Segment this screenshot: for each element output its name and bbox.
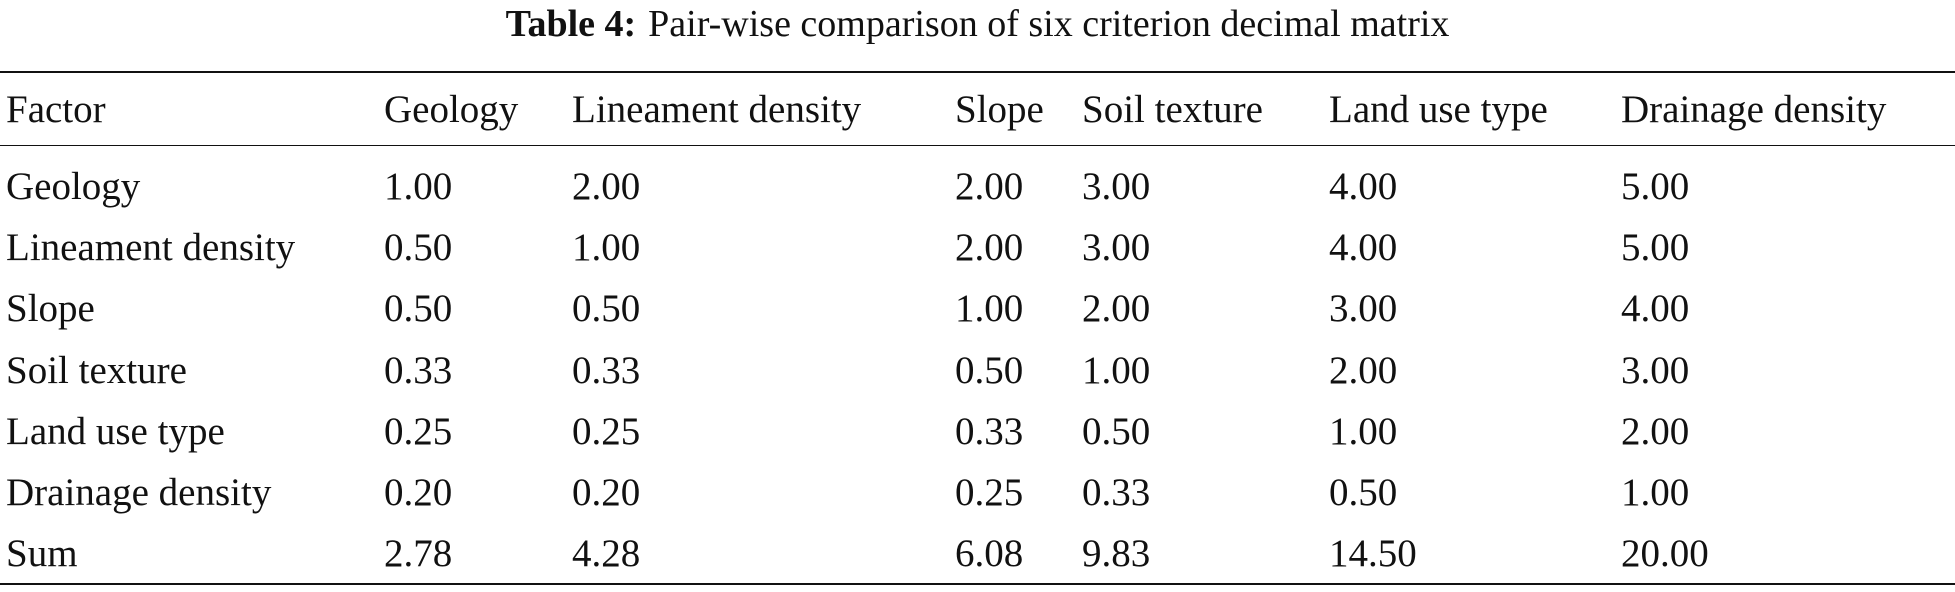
row-label: Sum (6, 532, 78, 576)
caption-text: Pair-wise comparison of six criterion de… (648, 3, 1450, 45)
table-cell: 2.78 (384, 532, 453, 576)
top-rule (0, 71, 1955, 73)
table-cell: 1.00 (955, 287, 1024, 331)
table-cell: 4.00 (1621, 287, 1690, 331)
table-cell: 20.00 (1621, 532, 1709, 576)
table-cell: 2.00 (572, 165, 641, 208)
row-label: Drainage density (6, 471, 272, 514)
table-cell: 4.00 (1329, 226, 1398, 270)
table-cell: 2.00 (1329, 348, 1398, 392)
table-cell: 5.00 (1621, 165, 1690, 208)
table-cell: 0.50 (572, 287, 641, 331)
table-cell: 3.00 (1329, 287, 1398, 331)
table-cell: 1.00 (1082, 348, 1151, 392)
table-cell: 0.33 (384, 348, 453, 392)
table-cell: 2.00 (1082, 287, 1151, 331)
header-cell: Land use type (1329, 88, 1548, 131)
table-cell: 0.50 (384, 287, 453, 331)
table-cell: 9.83 (1082, 532, 1151, 576)
table-cell: 5.00 (1621, 226, 1690, 270)
table-cell: 3.00 (1621, 348, 1690, 392)
table-cell: 1.00 (384, 165, 453, 208)
row-label: Slope (6, 287, 95, 331)
table-cell: 3.00 (1082, 165, 1151, 208)
table-cell: 1.00 (572, 226, 641, 270)
table-cell: 4.00 (1329, 165, 1398, 208)
table-cell: 0.20 (384, 471, 453, 514)
caption-label: Table 4: (505, 3, 637, 45)
table-cell: 2.00 (1621, 409, 1690, 453)
table-cell: 0.50 (955, 348, 1024, 392)
table-cell: 0.33 (955, 409, 1024, 453)
table-cell: 0.20 (572, 471, 641, 514)
row-label: Soil texture (6, 348, 187, 392)
row-label: Geology (6, 165, 141, 208)
table-cell: 2.00 (955, 226, 1024, 270)
header-cell: Lineament density (572, 88, 862, 131)
table-cell: 0.33 (572, 348, 641, 392)
table-cell: 1.00 (1621, 471, 1690, 514)
table-cell: 0.50 (1082, 409, 1151, 453)
header-cell: Drainage density (1621, 88, 1887, 131)
caption: Table 4: Pair-wise comparison of six crit… (0, 0, 1955, 48)
table-cell: 0.25 (955, 471, 1024, 514)
table-cell: 14.50 (1329, 532, 1417, 576)
bottom-rule (0, 583, 1955, 585)
table-cell: 0.50 (384, 226, 453, 270)
row-label: Lineament density (6, 226, 296, 270)
row-label: Land use type (6, 409, 225, 453)
table-cell: 0.25 (572, 409, 641, 453)
header-cell: Slope (955, 88, 1044, 131)
table-cell: 0.33 (1082, 471, 1151, 514)
table-cell: 4.28 (572, 532, 641, 576)
header-cell: Soil texture (1082, 88, 1263, 131)
table-cell: 6.08 (955, 532, 1024, 576)
header-cell: Geology (384, 88, 519, 131)
header-cell: Factor (6, 88, 106, 131)
table-cell: 0.50 (1329, 471, 1398, 514)
table-cell: 2.00 (955, 165, 1024, 208)
header-rule (0, 145, 1955, 146)
table-cell: 3.00 (1082, 226, 1151, 270)
table-cell: 1.00 (1329, 409, 1398, 453)
table-cell: 0.25 (384, 409, 453, 453)
